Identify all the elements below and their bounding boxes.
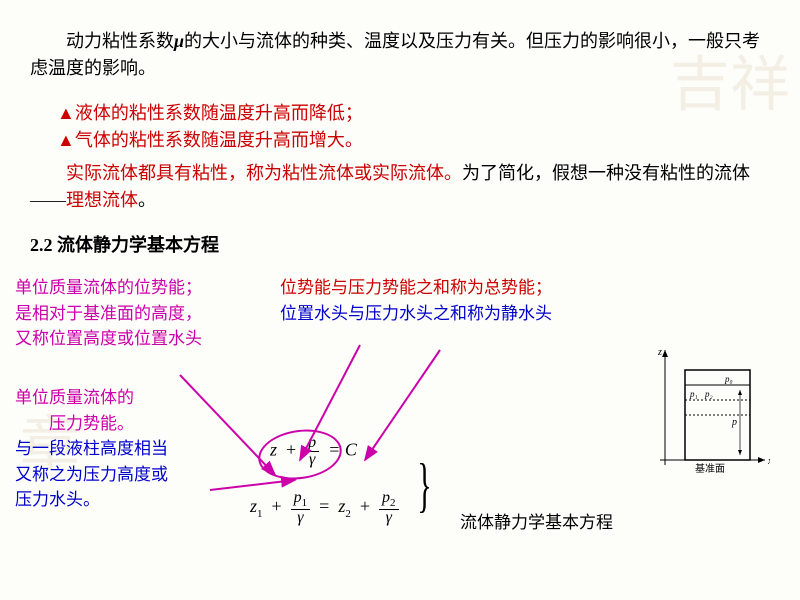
svg-text:p: p	[731, 417, 737, 428]
p2-d: 。	[138, 190, 156, 210]
note-right-2: 位置水头与压力水头之和称为静水头	[280, 301, 552, 327]
eq2-s1: 1	[257, 508, 263, 520]
eq2-z1: z	[250, 496, 257, 516]
paragraph-1: 动力粘性系数μ的大小与流体的种类、温度以及压力有关。但压力的影响很小，一般只考虑…	[30, 28, 770, 82]
svg-text:基准面: 基准面	[695, 462, 725, 475]
bullet-2: ▲气体的粘性系数随温度升高而增大。	[57, 127, 770, 154]
eq2-ps1: 1	[302, 497, 308, 509]
section-title: 2.2 流体静力学基本方程	[30, 232, 770, 259]
eq2-ps2: 2	[390, 497, 396, 509]
eq1-z: z	[270, 440, 277, 460]
svg-text:p₂: p₂	[704, 389, 713, 399]
svg-text:p₁: p₁	[689, 389, 698, 399]
note-left-2: 单位质量流体的 压力势能。 与一段液柱高度相当 又称之为压力高度或 压力水头。	[15, 385, 168, 513]
p2-c: 理想流体	[66, 190, 138, 210]
note-left-1a: 单位质量流体的位势能；	[15, 275, 202, 301]
equation-2: z1 + p1 γ = z2 + p2 γ	[250, 490, 399, 526]
eq2-p1: p	[294, 489, 302, 506]
svg-text:p₀: p₀	[724, 374, 733, 384]
note-left-2b: 压力势能。	[49, 411, 168, 437]
svg-text:z: z	[657, 347, 662, 358]
note-left-2d: 又称之为压力高度或	[15, 462, 168, 488]
note-right: 位势能与压力势能之和称为总势能； 位置水头与压力水头之和称为静水头	[280, 275, 552, 326]
svg-text:x: x	[767, 456, 770, 467]
eq1-p: p	[305, 435, 319, 452]
bullet-1: ▲液体的粘性系数随温度升高而降低；	[57, 100, 770, 127]
brace-right: }	[417, 440, 431, 530]
diagram: x z p₀ p₁ p₂ p 基准面	[640, 345, 770, 475]
equation-caption: 流体静力学基本方程	[460, 510, 613, 536]
note-right-1: 位势能与压力势能之和称为总势能；	[280, 275, 552, 301]
eq1-frac: p γ	[305, 435, 319, 468]
note-left-2a: 单位质量流体的	[15, 385, 168, 411]
eq1-gamma: γ	[305, 452, 319, 468]
eq2-frac2: p2 γ	[379, 490, 399, 526]
p2-a: 实际流体都具有粘性，称为粘性流体或实际流体。	[66, 163, 462, 183]
p1-pre: 动力粘性系数	[66, 31, 174, 51]
eq2-g2: γ	[379, 510, 399, 526]
note-left-1: 单位质量流体的位势能； 是相对于基准面的高度， 又称位置高度或位置水头	[15, 275, 202, 352]
eq2-p2: p	[382, 489, 390, 506]
note-left-1b: 是相对于基准面的高度，	[15, 301, 202, 327]
mu-symbol: μ	[174, 31, 184, 51]
paragraph-2: 实际流体都具有粘性，称为粘性流体或实际流体。为了简化，假想一种没有粘性的流体——…	[30, 160, 770, 214]
eq2-s2: 2	[345, 508, 351, 520]
note-left-1c: 又称位置高度或位置水头	[15, 326, 202, 352]
page-content: 动力粘性系数μ的大小与流体的种类、温度以及压力有关。但压力的影响很小，一般只考虑…	[0, 0, 800, 269]
note-left-2c: 与一段液柱高度相当	[15, 436, 168, 462]
eq2-g1: γ	[291, 510, 311, 526]
equation-1: z + p γ = C	[270, 435, 357, 468]
note-left-2e: 压力水头。	[15, 487, 168, 513]
eq2-frac1: p1 γ	[291, 490, 311, 526]
eq1-eq: = C	[328, 440, 357, 460]
